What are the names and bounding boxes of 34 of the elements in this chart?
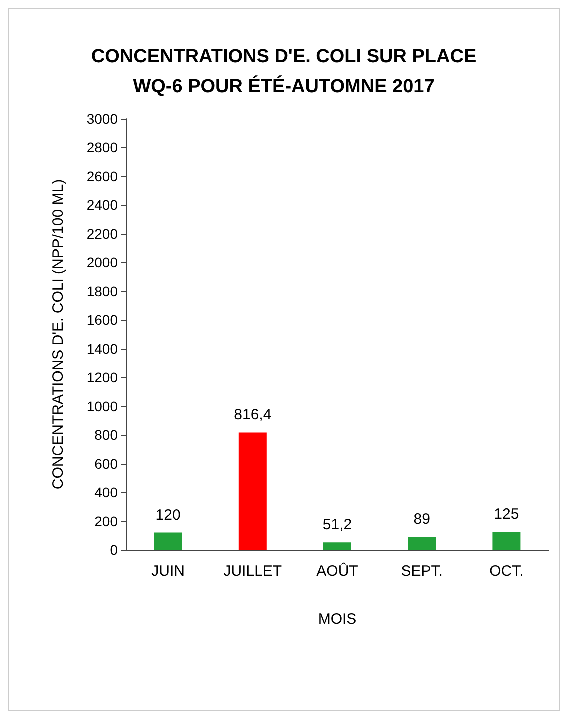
y-tick-label: 3000 <box>86 111 118 127</box>
x-axis-title: MOIS <box>318 611 357 628</box>
y-tick-label: 0 <box>110 542 118 558</box>
y-tick-label: 1200 <box>86 370 118 386</box>
y-axis-title: CONCENTRATIONS D'E. COLI (NPP/100 ML) <box>50 179 67 490</box>
data-label: 89 <box>414 511 430 528</box>
y-tick-label: 2200 <box>86 226 118 242</box>
y-tick-label: 2400 <box>86 197 118 214</box>
bar <box>324 542 352 550</box>
data-label: 816,4 <box>234 406 272 424</box>
x-tick-label: AOÛT <box>316 562 358 580</box>
y-tick-label: 1800 <box>86 283 118 300</box>
y-tick-label: 1000 <box>86 398 118 414</box>
y-tick-label: 2600 <box>86 168 118 184</box>
y-tick-label: 2800 <box>86 140 118 156</box>
data-label: 125 <box>494 506 520 524</box>
bar <box>154 532 182 550</box>
y-tick-label: 1400 <box>86 340 118 357</box>
y-tick-label: 800 <box>94 427 118 444</box>
y-tick-label: 200 <box>94 513 118 530</box>
bar <box>238 432 267 550</box>
bar <box>408 537 436 550</box>
chart-title: CONCENTRATIONS D'E. COLI SUR PLACE WQ-6 POUR ÉTÉ-AUTOMNE 2017 <box>91 46 477 98</box>
y-tick-label: 1600 <box>86 312 118 328</box>
x-tick-label: JUIN <box>152 563 185 580</box>
x-tick-label: OCT. <box>490 563 524 580</box>
y-tick-label: 400 <box>94 484 118 501</box>
x-tick-label: JUILLET <box>224 563 282 580</box>
y-tick-label: 600 <box>94 456 118 472</box>
data-label: 51,2 <box>322 516 352 534</box>
bar <box>492 532 521 550</box>
x-tick-label: SEPT. <box>401 563 443 580</box>
data-label: 120 <box>156 506 181 524</box>
y-tick-label: 2000 <box>86 254 118 271</box>
